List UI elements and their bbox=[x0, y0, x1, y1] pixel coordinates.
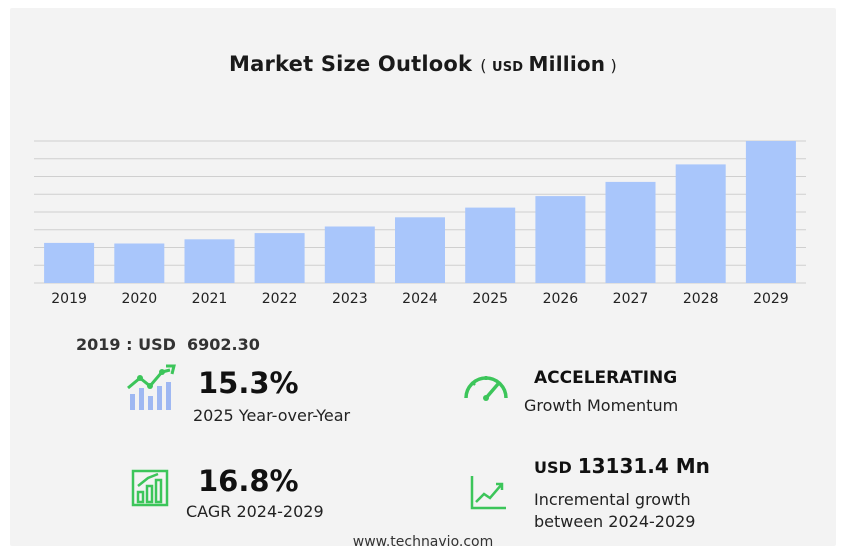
kpi-cagr-label: CAGR 2024-2029 bbox=[186, 502, 324, 521]
bar-chart: 2019 2020 2021 2022 2023 2024 2025 2026 2027 2028… bbox=[34, 140, 806, 307]
bar-chart-icon bbox=[131, 469, 169, 507]
x-tick-label-2020: 2020 bbox=[121, 291, 157, 307]
bar-2025 bbox=[465, 207, 516, 283]
speedometer-icon bbox=[464, 376, 508, 401]
bar-2022 bbox=[254, 233, 305, 283]
x-tick-label-2022: 2022 bbox=[262, 291, 298, 307]
chart-title: Market Size Outlook ( USD Million ) bbox=[10, 52, 836, 76]
x-tick-label-2026: 2026 bbox=[543, 291, 579, 307]
x-tick-label-2025: 2025 bbox=[472, 291, 508, 307]
kpi-incremental-label-2: between 2024-2029 bbox=[534, 512, 696, 531]
x-tick-label-2024: 2024 bbox=[402, 291, 438, 307]
kpi-incremental-value: USD 13131.4 Mn bbox=[534, 454, 710, 478]
kpi-yoy-value: 15.3% bbox=[198, 366, 299, 400]
x-tick-label-2021: 2021 bbox=[192, 291, 228, 307]
bar-2028 bbox=[675, 164, 726, 283]
x-tick-label-2027: 2027 bbox=[613, 291, 649, 307]
x-tick-label-2029: 2029 bbox=[753, 291, 789, 307]
bar-2027 bbox=[605, 181, 656, 283]
bar-2020 bbox=[114, 243, 165, 283]
bar-2026 bbox=[535, 196, 586, 283]
base-year-value: 2019 : USD 6902.30 bbox=[76, 335, 260, 354]
bar-2021 bbox=[184, 239, 235, 283]
kpi-incremental-label-1: Incremental growth bbox=[534, 490, 691, 509]
title-main: Market Size Outlook bbox=[229, 52, 473, 76]
bar-2019 bbox=[44, 242, 95, 283]
x-tick-label-2019: 2019 bbox=[51, 291, 87, 307]
title-unit: ( USD Million ) bbox=[480, 52, 617, 76]
kpi-cagr-value: 16.8% bbox=[198, 464, 299, 498]
trend-line-icon bbox=[470, 476, 506, 510]
title-unit-scale: Million bbox=[528, 52, 606, 76]
infographic-card: Market Size Outlook( USD Million ) 2019 2… bbox=[10, 8, 836, 550]
kpi-yoy-label: 2025 Year-over-Year bbox=[193, 406, 351, 425]
kpi-momentum-value: ACCELERATING bbox=[534, 368, 678, 388]
bar-growth-icon bbox=[127, 364, 176, 410]
bar-2023 bbox=[324, 226, 375, 283]
footer-url: www.technavio.com bbox=[352, 534, 494, 550]
kpi-momentum-label: Growth Momentum bbox=[524, 396, 679, 415]
bar-2024 bbox=[395, 217, 445, 283]
bar-2029 bbox=[745, 141, 796, 283]
x-tick-label-2028: 2028 bbox=[683, 291, 719, 307]
x-tick-label-2023: 2023 bbox=[332, 291, 368, 307]
title-unit-currency: USD bbox=[491, 60, 524, 75]
